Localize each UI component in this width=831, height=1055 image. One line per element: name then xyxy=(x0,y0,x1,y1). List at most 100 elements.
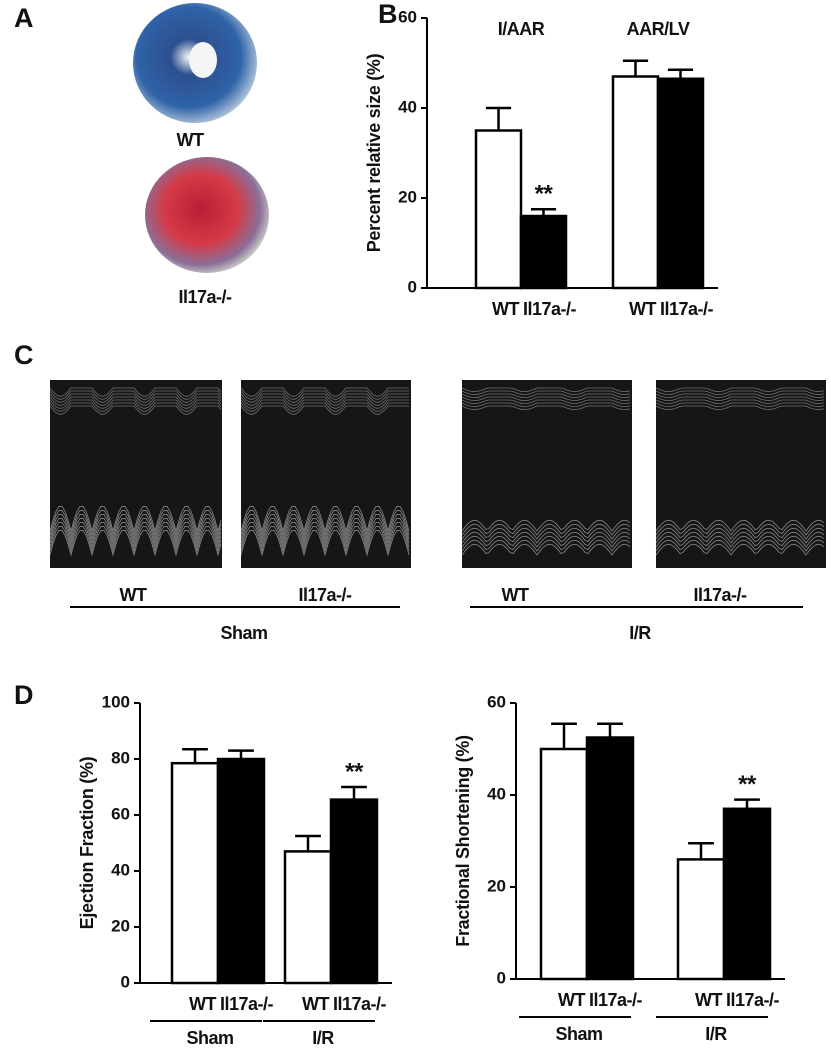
x-tick-label: WT xyxy=(629,299,656,319)
x-tick-label: WT xyxy=(302,994,329,1014)
x-tick-label: Il17a-/- xyxy=(333,994,387,1014)
image-label: Il17a-/- xyxy=(298,585,352,605)
x-tick-label: Il17a-/- xyxy=(523,299,577,319)
echo-trace xyxy=(240,402,409,412)
y-tick-label: 40 xyxy=(398,97,417,116)
y-tick-label: 60 xyxy=(398,7,417,26)
y-tick-label: 0 xyxy=(408,277,417,296)
y-tick-label: 40 xyxy=(487,784,506,803)
echo-trace xyxy=(49,405,222,415)
echo-trace xyxy=(655,399,825,404)
echo-trace xyxy=(655,519,825,532)
echo-trace xyxy=(49,396,222,406)
y-tick-label: 0 xyxy=(121,972,130,991)
echo-trace xyxy=(49,510,222,537)
echo-trace xyxy=(49,393,222,403)
bar xyxy=(585,736,635,981)
x-tick-label: WT xyxy=(695,990,722,1010)
category-label: I/R xyxy=(705,1024,727,1044)
annotation: ** xyxy=(535,181,554,208)
group-label: Sham xyxy=(220,623,267,643)
image-label: Il17a-/- xyxy=(693,585,747,605)
echo-images xyxy=(49,380,826,568)
echo-trace xyxy=(461,519,631,532)
bar xyxy=(722,807,772,981)
image-label: WT xyxy=(177,130,204,150)
echo-trace xyxy=(240,522,410,549)
y-tick-label: 20 xyxy=(487,876,506,895)
echo-trace xyxy=(655,531,825,544)
y-tick-label: 60 xyxy=(111,804,130,823)
echo-trace xyxy=(461,535,631,548)
panel-label: C xyxy=(14,340,34,370)
echo-trace xyxy=(49,506,222,533)
annotation: ** xyxy=(738,771,757,798)
category-label: AAR/LV xyxy=(627,19,690,39)
echo-trace xyxy=(655,539,825,552)
echo-trace xyxy=(655,393,825,398)
bar xyxy=(216,757,266,985)
echo-trace xyxy=(49,514,222,541)
annotation: ** xyxy=(345,758,364,785)
echo-trace xyxy=(49,399,222,409)
echo-trace xyxy=(655,402,825,407)
echo-trace xyxy=(461,523,631,536)
echo-trace xyxy=(49,530,222,557)
echo-trace xyxy=(49,522,222,549)
echo-trace xyxy=(461,539,631,552)
echo-trace xyxy=(461,543,631,556)
y-axis-label: Ejection Fraction (%) xyxy=(77,756,97,929)
echo-trace xyxy=(461,405,631,410)
y-tick-label: 40 xyxy=(111,860,130,879)
y-tick-label: 20 xyxy=(111,916,130,935)
echo-trace xyxy=(461,399,631,404)
bar xyxy=(539,747,589,981)
bar xyxy=(329,798,379,985)
heart-image xyxy=(189,42,217,78)
echo-trace xyxy=(655,527,825,540)
image-label: Il17a-/- xyxy=(178,287,232,307)
echo-trace xyxy=(461,396,631,401)
x-tick-label: WT xyxy=(492,299,519,319)
echo-trace xyxy=(461,393,631,398)
echo-trace xyxy=(240,399,409,409)
echo-trace xyxy=(461,527,631,540)
x-tick-label: Il17a-/- xyxy=(589,990,643,1010)
y-tick-label: 20 xyxy=(398,187,417,206)
echo-trace xyxy=(240,405,409,415)
echo-trace xyxy=(240,390,409,400)
y-axis-label: Percent relative size (%) xyxy=(364,53,384,252)
echo-trace xyxy=(240,526,410,553)
image-label: WT xyxy=(120,585,147,605)
echo-trace xyxy=(240,393,409,403)
bar xyxy=(474,129,523,290)
echo-trace xyxy=(655,405,825,410)
echo-trace xyxy=(461,402,631,407)
bar xyxy=(611,75,660,290)
echo-trace xyxy=(240,387,409,397)
category-label: Sham xyxy=(186,1028,233,1048)
echo-trace xyxy=(49,402,222,412)
category-label: Sham xyxy=(555,1024,602,1044)
x-tick-label: Il17a-/- xyxy=(220,994,274,1014)
y-tick-label: 60 xyxy=(487,692,506,711)
echo-trace xyxy=(655,387,825,392)
panel-label: A xyxy=(14,3,34,33)
y-tick-label: 0 xyxy=(497,968,506,987)
echo-trace xyxy=(240,506,410,533)
panel-label: B xyxy=(378,0,398,29)
echo-trace xyxy=(655,396,825,401)
category-label: I/R xyxy=(312,1028,334,1048)
heart-image xyxy=(145,157,269,273)
x-tick-label: Il17a-/- xyxy=(660,299,714,319)
group-label: I/R xyxy=(629,623,651,643)
panel-label: D xyxy=(14,680,34,710)
echo-trace xyxy=(461,390,631,395)
x-tick-label: WT xyxy=(189,994,216,1014)
echo-trace xyxy=(240,514,410,541)
echo-trace xyxy=(49,518,222,545)
x-tick-label: Il17a-/- xyxy=(726,990,780,1010)
bar xyxy=(283,850,333,985)
image-label: WT xyxy=(502,585,529,605)
